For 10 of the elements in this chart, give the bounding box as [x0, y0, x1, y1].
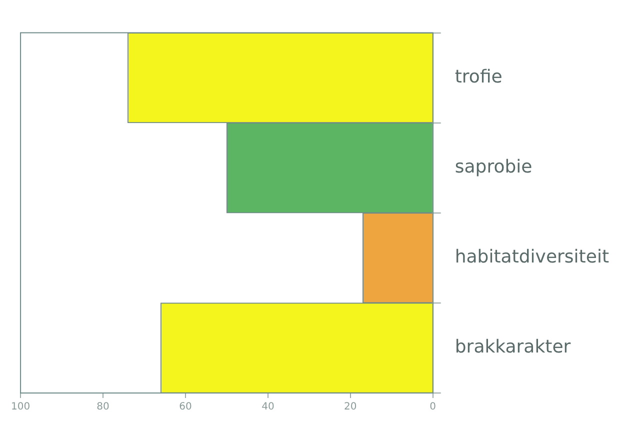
- x-tick-label: 20: [344, 402, 357, 413]
- y-tick-label: brakkarakter: [454, 336, 572, 358]
- x-tick-label: 40: [262, 402, 274, 413]
- y-tick-label: saprobie: [454, 156, 532, 178]
- x-tick-label: 60: [179, 402, 192, 413]
- x-tick-label: 100: [10, 402, 30, 413]
- x-tick-label: 80: [96, 402, 110, 413]
- x-tick-label: 0: [430, 402, 436, 413]
- y-tick-label: habitatdiversiteit: [454, 246, 610, 268]
- y-tick-label: trofie: [454, 66, 502, 88]
